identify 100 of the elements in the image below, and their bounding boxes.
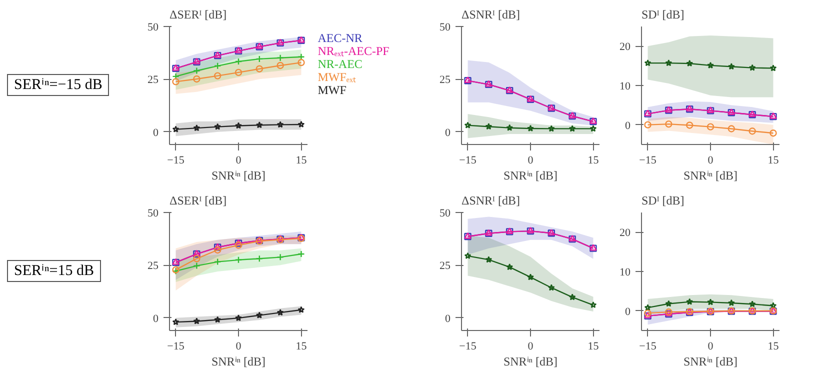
x-tick-label: 0: [236, 340, 242, 352]
point: [276, 62, 284, 70]
y-tick-label: 25: [440, 260, 451, 272]
x-axis-title: SNRⁱⁿ [dB]: [211, 354, 266, 368]
x-tick-label: 15: [296, 340, 308, 352]
y-tick-label: 50: [148, 208, 159, 220]
point: [193, 318, 200, 324]
point: [256, 122, 263, 128]
point: [748, 300, 756, 308]
y-tick-label: 25: [148, 260, 159, 272]
point: [506, 124, 514, 131]
x-tick-label: −15: [167, 154, 185, 166]
text: SERⁱⁿ=−15 dB: [7, 74, 110, 96]
point: [728, 299, 735, 306]
point: [770, 302, 777, 309]
point: [464, 122, 472, 128]
point: [193, 67, 200, 74]
point: [485, 122, 492, 130]
point: [214, 72, 222, 80]
point: [527, 124, 534, 132]
point: [256, 55, 264, 63]
point: [686, 122, 694, 129]
point: [706, 123, 714, 130]
text: SERⁱⁿ=15 dB: [7, 260, 101, 282]
point: [644, 59, 652, 66]
series-label: NRₑₓₜ-AEC-PF: [318, 44, 390, 58]
point: [214, 123, 222, 130]
point: [276, 54, 284, 62]
y-tick-label: 0: [625, 306, 631, 318]
x-tick-label: −15: [459, 154, 477, 166]
point: [590, 125, 597, 132]
point: [568, 125, 576, 132]
y-tick-label: 25: [148, 74, 159, 86]
point: [235, 314, 242, 322]
x-axis-title: SNRⁱⁿ [dB]: [683, 354, 738, 368]
text: MWF: [318, 83, 347, 98]
y-axis-title: SDᴵ [dB]: [642, 194, 684, 208]
x-tick-label: 15: [296, 154, 308, 166]
point: [770, 64, 777, 72]
x-tick-label: 0: [708, 340, 714, 352]
point: [748, 128, 756, 135]
y-tick-label: 0: [153, 126, 159, 139]
point: [193, 124, 200, 132]
x-tick-label: 15: [588, 340, 600, 352]
point: [234, 58, 242, 66]
point: [548, 125, 555, 132]
point: [548, 284, 555, 291]
point: [665, 120, 672, 128]
point: [193, 262, 200, 270]
point: [485, 256, 492, 263]
point: [193, 75, 200, 83]
point: [193, 255, 200, 262]
y-tick-label: 10: [620, 266, 631, 278]
point: [276, 254, 284, 261]
y-tick-label: 0: [153, 312, 159, 325]
point: [214, 246, 222, 254]
point: [256, 65, 264, 72]
y-tick-label: 10: [620, 80, 631, 92]
point: [298, 120, 305, 128]
point: [707, 298, 714, 306]
y-tick-label: 0: [625, 120, 631, 132]
x-tick-label: 15: [768, 154, 780, 166]
point: [707, 62, 714, 68]
point: [686, 60, 694, 66]
point: [214, 316, 222, 323]
x-tick-label: −15: [639, 154, 657, 166]
point: [298, 306, 305, 313]
y-tick-label: 0: [445, 126, 451, 139]
point: [172, 318, 180, 326]
y-axis-title: ΔSERᴵ [dB]: [170, 194, 227, 208]
series-label: AEC-NR: [318, 31, 362, 46]
y-tick-label: 25: [440, 74, 451, 86]
x-tick-label: 15: [588, 154, 600, 166]
x-tick-label: −15: [459, 340, 477, 352]
x-tick-label: −15: [639, 340, 657, 352]
y-tick-label: 50: [148, 22, 159, 34]
y-tick-label: 20: [620, 41, 631, 54]
point: [568, 294, 576, 300]
x-tick-label: 0: [528, 340, 534, 352]
point: [214, 258, 222, 266]
point: [276, 121, 284, 128]
x-tick-label: 0: [236, 154, 242, 166]
point: [464, 252, 472, 259]
x-axis-title: SNRⁱⁿ [dB]: [683, 168, 738, 182]
series-label: MWFₑₓₜ: [318, 70, 356, 84]
point: [276, 308, 284, 316]
point: [234, 68, 242, 76]
y-axis-title: ΔSERᴵ [dB]: [170, 8, 227, 22]
point: [728, 125, 736, 132]
y-tick-label: 20: [620, 227, 631, 240]
series-label: NR-AEC: [318, 57, 362, 72]
x-tick-label: −15: [167, 340, 185, 352]
x-tick-label: 15: [768, 340, 780, 352]
point: [506, 263, 514, 270]
x-axis-title: SNRⁱⁿ [dB]: [211, 168, 266, 182]
point: [590, 301, 597, 308]
point: [172, 126, 180, 132]
y-tick-label: 50: [440, 208, 451, 220]
point: [256, 255, 264, 262]
point: [644, 304, 652, 311]
